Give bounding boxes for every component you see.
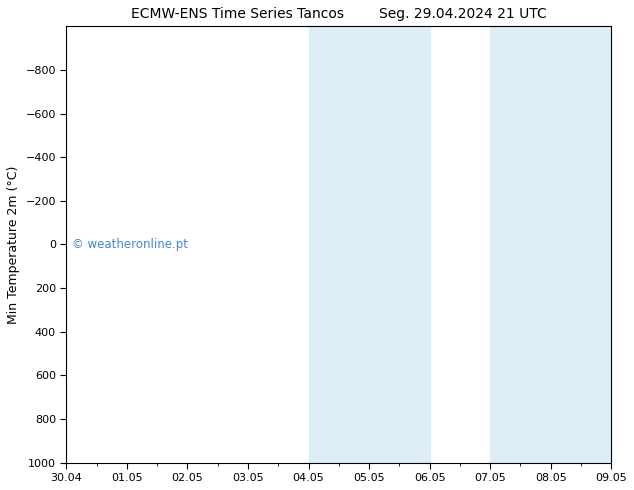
Bar [551, 26, 611, 463]
Bar [490, 26, 551, 463]
Bar [369, 26, 430, 463]
Title: ECMW-ENS Time Series Tancos        Seg. 29.04.2024 21 UTC: ECMW-ENS Time Series Tancos Seg. 29.04.2… [131, 7, 547, 21]
Text: © weatheronline.pt: © weatheronline.pt [72, 238, 188, 251]
Bar [309, 26, 369, 463]
Y-axis label: Min Temperature 2m (°C): Min Temperature 2m (°C) [7, 165, 20, 324]
